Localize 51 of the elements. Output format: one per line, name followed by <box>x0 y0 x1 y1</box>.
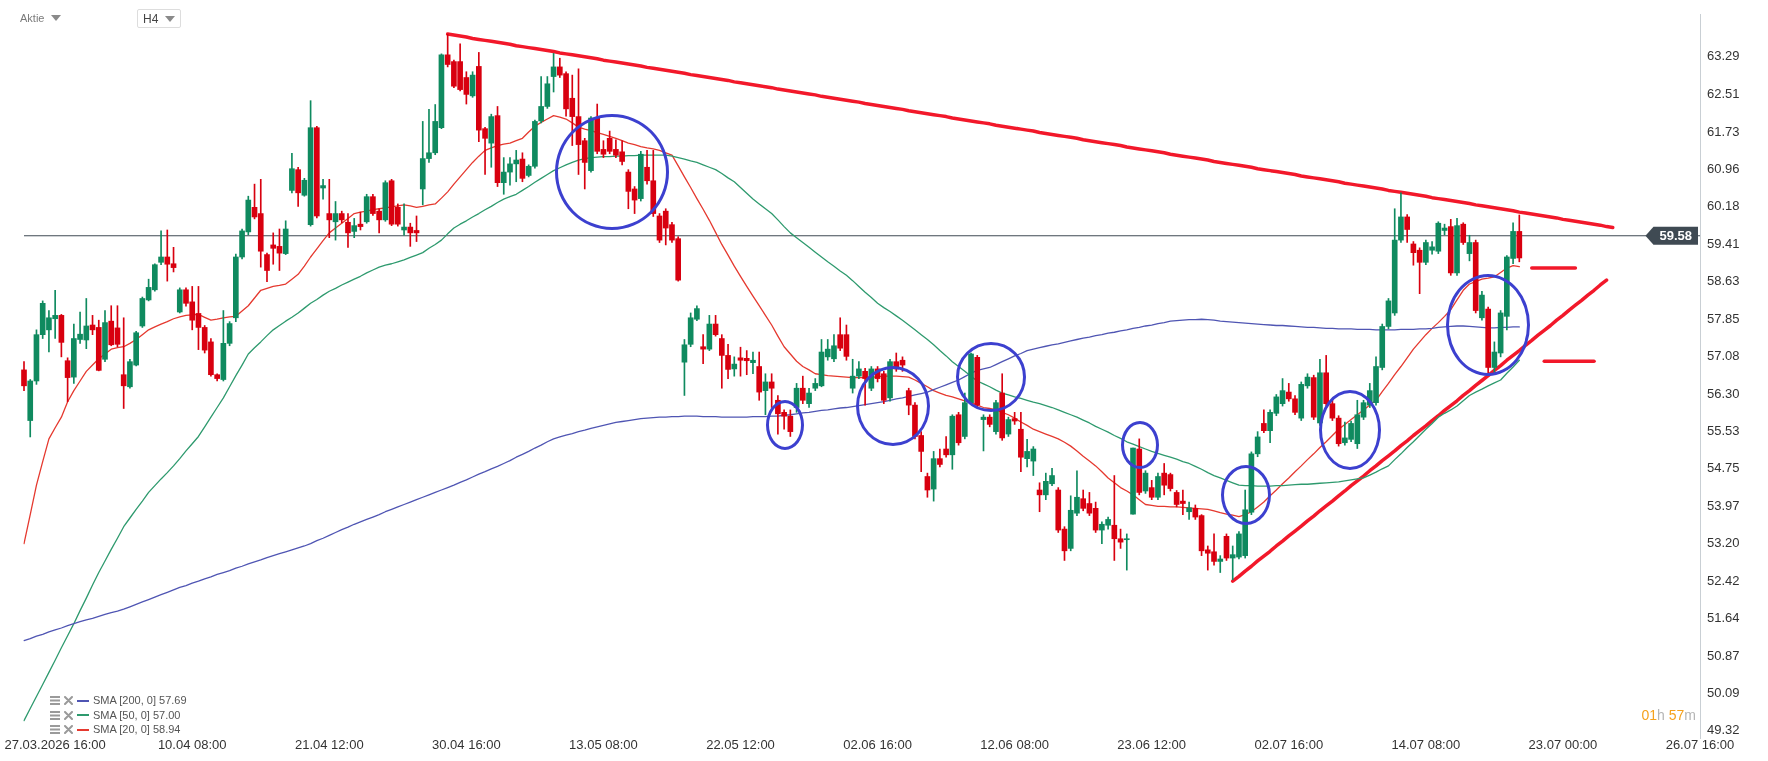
candlestick <box>326 178 333 239</box>
candlestick <box>401 203 407 236</box>
candlestick <box>513 150 520 183</box>
y-tick-label: 53.20 <box>1707 535 1740 551</box>
candlestick <box>750 351 756 375</box>
candlestick <box>158 230 164 266</box>
y-tick-label: 52.42 <box>1707 572 1740 588</box>
y-tick-label: 63.29 <box>1707 48 1740 64</box>
x-tick-label: 21.04 12:00 <box>294 737 364 753</box>
y-tick-label: 57.85 <box>1707 310 1740 326</box>
y-tick-label: 60.18 <box>1707 198 1740 214</box>
y-tick-label: 58.63 <box>1707 273 1740 289</box>
x-tick-label: 02.06 16:00 <box>843 737 912 753</box>
x-tick-label: 23.06 12:00 <box>1117 737 1187 753</box>
legend-label: SMA [200, 0] 57.69 <box>93 694 187 708</box>
candlestick <box>1186 501 1192 520</box>
x-tick-label: 10.04 08:00 <box>157 737 227 753</box>
x-tick-label: 02.07 16:00 <box>1254 737 1324 753</box>
legend-label: SMA [50, 0] 57.00 <box>93 708 181 722</box>
candlestick <box>1217 555 1224 573</box>
y-tick-label: 62.51 <box>1707 85 1740 101</box>
candlestick <box>700 334 706 364</box>
y-tick-label: 59.41 <box>1707 235 1740 251</box>
x-tick-label: 22.05 12:00 <box>706 737 775 753</box>
ref-line-label: 59.58 <box>1659 228 1693 244</box>
y-tick-label: 53.97 <box>1707 498 1740 513</box>
candlestick <box>1123 533 1130 571</box>
y-tick-label: 49.32 <box>1707 722 1740 738</box>
x-tick-label: 13.05 08:00 <box>569 737 638 753</box>
x-tick-label: 12.06 08:00 <box>980 737 1049 753</box>
x-tick-label: 27.03.2026 16:00 <box>4 737 106 753</box>
legend-label: SMA [20, 0] 58.94 <box>93 723 181 737</box>
y-tick-label: 54.75 <box>1707 460 1740 476</box>
y-tick-label: 55.53 <box>1707 422 1740 438</box>
x-tick-label: 14.07 08:00 <box>1391 737 1461 753</box>
candlestick <box>120 317 127 409</box>
y-tick-label: 51.64 <box>1707 610 1740 626</box>
dropdown-field: H4 <box>137 9 181 28</box>
y-tick-label: 50.87 <box>1707 647 1740 663</box>
y-tick-label: 60.96 <box>1707 160 1740 176</box>
candlestick <box>320 178 326 200</box>
x-tick-label: 23.07 00:00 <box>1528 737 1598 753</box>
y-tick-label: 56.30 <box>1707 385 1740 401</box>
y-tick-label: 50.09 <box>1707 685 1740 701</box>
y-tick-label: 57.08 <box>1707 347 1740 363</box>
x-tick-label: 26.07 16:00 <box>1665 737 1735 753</box>
annotation: Aktie <box>20 11 45 25</box>
x-tick-label: 30.04 16:00 <box>432 737 501 753</box>
annotation: 01h 57m <box>1641 707 1696 723</box>
y-tick-label: 61.73 <box>1707 123 1740 139</box>
annotation: H4 <box>143 11 159 26</box>
